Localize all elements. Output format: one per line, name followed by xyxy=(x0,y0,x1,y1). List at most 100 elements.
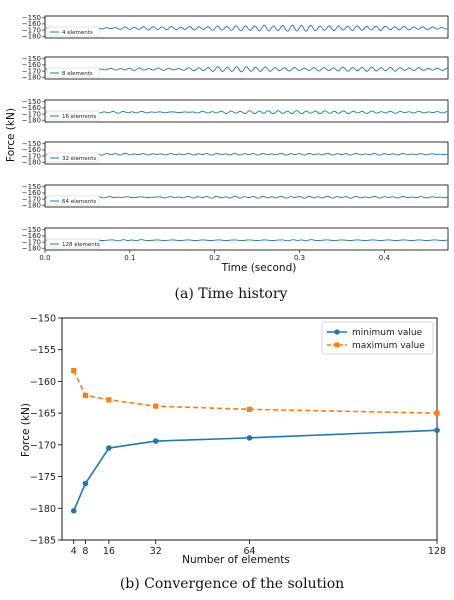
time-history-panel: −150−160−170−180 128 elements xyxy=(22,226,449,252)
legend-box xyxy=(46,26,100,37)
minimum-value-point xyxy=(70,508,77,514)
force-signal-line xyxy=(44,66,449,73)
x-tick-label: 0.1 xyxy=(124,254,135,262)
x-tick-label: 64 xyxy=(243,546,255,557)
y-tick-label: −170 xyxy=(22,152,41,160)
y-tick-label: −180 xyxy=(22,244,41,252)
y-tick-label: −150 xyxy=(22,98,41,106)
panel-frame xyxy=(44,141,449,165)
maximum-value-point xyxy=(246,406,253,412)
force-signal-line xyxy=(44,110,449,115)
x-tick-label: 0.0 xyxy=(39,254,50,262)
y-tick-label: −170 xyxy=(22,195,41,203)
time-history-panel: −150−160−170−180 4 elements xyxy=(22,14,449,40)
y-tick-label: −150 xyxy=(30,314,56,325)
panel-frame xyxy=(44,99,449,123)
y-tick-label: −170 xyxy=(22,110,41,118)
time-history-figure: Force (kN) Time (second) (a) Time histor… xyxy=(5,14,449,302)
convergence-xlabel: Number of elements xyxy=(182,554,290,566)
x-tick-label: 16 xyxy=(103,546,115,557)
y-tick-label: −180 xyxy=(22,201,41,209)
x-tick-label: 0.4 xyxy=(379,254,391,262)
y-tick-label: −160 xyxy=(22,189,41,197)
y-tick-label: −180 xyxy=(30,504,56,515)
legend-label: 8 elements xyxy=(62,71,93,77)
convergence-caption: (b) Convergence of the solution xyxy=(120,576,344,592)
y-tick-label: −150 xyxy=(22,226,41,234)
panel-frame xyxy=(44,56,449,80)
y-tick-label: −160 xyxy=(22,232,41,240)
y-tick-label: −185 xyxy=(30,536,56,547)
y-tick-label: −160 xyxy=(30,377,56,388)
convergence-figure: Force (kN) Number of elements (b) Conver… xyxy=(20,314,446,593)
legend-label: maximum value xyxy=(352,341,425,351)
maximum-value-point xyxy=(71,368,77,374)
legend-label: 32 elements xyxy=(62,156,96,162)
y-tick-label: −170 xyxy=(22,238,41,246)
minimum-value-point xyxy=(152,438,159,444)
y-tick-label: −150 xyxy=(22,14,41,22)
legend-swatch-marker xyxy=(334,342,340,348)
y-tick-label: −150 xyxy=(22,55,41,63)
x-tick-label: 128 xyxy=(428,546,446,557)
convergence-ylabel: Force (kN) xyxy=(20,403,32,457)
legend-box xyxy=(46,238,100,249)
legend-label: 4 elements xyxy=(62,30,93,36)
maximum-value-point xyxy=(153,403,159,409)
time-history-panel: −150−160−170−180 8 elements xyxy=(22,55,449,81)
force-signal-line xyxy=(44,239,449,242)
y-tick-label: −155 xyxy=(30,345,56,356)
legend-box xyxy=(321,321,434,355)
time-history-caption: (a) Time history xyxy=(175,286,288,302)
y-tick-label: −170 xyxy=(22,26,41,34)
y-tick-label: −165 xyxy=(30,409,56,420)
minimum-value-point xyxy=(434,427,440,434)
force-signal-line xyxy=(44,24,449,32)
y-tick-label: −175 xyxy=(30,472,56,483)
force-signal-line xyxy=(44,152,449,156)
legend-label: 64 elements xyxy=(62,199,96,205)
x-tick-label: 0.2 xyxy=(209,254,220,262)
y-tick-label: −160 xyxy=(22,104,41,112)
time-history-panel: −150−160−170−180 16 elements xyxy=(22,98,449,124)
x-tick-label: 0.3 xyxy=(294,254,305,262)
panel-frame xyxy=(44,227,449,251)
x-tick-label: 4 xyxy=(71,546,77,557)
panel-frame xyxy=(44,15,449,39)
legend-swatch-marker xyxy=(334,329,340,335)
legend-box xyxy=(46,110,100,121)
legend-label: minimum value xyxy=(352,328,423,338)
force-signal-line xyxy=(44,195,449,199)
y-tick-label: −160 xyxy=(22,146,41,154)
minimum-value-line xyxy=(72,429,438,512)
y-tick-label: −160 xyxy=(22,20,41,28)
y-tick-label: −150 xyxy=(22,140,41,148)
legend-label: 16 elements xyxy=(62,114,96,120)
y-tick-label: −180 xyxy=(22,116,41,124)
y-tick-label: −170 xyxy=(30,440,56,451)
x-tick-label: 8 xyxy=(82,546,88,557)
panel-frame xyxy=(44,184,449,208)
minimum-value-point xyxy=(106,445,112,451)
time-history-panel: −150−160−170−180 32 elements xyxy=(22,140,449,166)
y-tick-label: −180 xyxy=(22,158,41,166)
y-tick-label: −180 xyxy=(22,73,41,81)
y-tick-label: −170 xyxy=(22,67,41,75)
legend-label: 128 elements xyxy=(62,242,100,248)
maximum-value-point xyxy=(82,392,89,398)
time-history-xlabel: Time (second) xyxy=(221,262,297,274)
legend-box xyxy=(46,67,100,78)
y-tick-label: −150 xyxy=(22,183,41,191)
maximum-value-point xyxy=(434,410,440,416)
time-history-panel: −150−160−170−180 64 elements xyxy=(22,183,449,209)
legend-box xyxy=(46,152,100,163)
maximum-value-point xyxy=(106,397,112,403)
y-tick-label: −180 xyxy=(22,32,41,40)
y-tick-label: −160 xyxy=(22,61,41,69)
legend-box xyxy=(46,195,100,206)
minimum-value-point xyxy=(246,435,253,441)
minimum-value-point xyxy=(82,480,89,487)
x-tick-label: 32 xyxy=(150,546,162,557)
time-history-ylabel: Force (kN) xyxy=(5,108,17,162)
